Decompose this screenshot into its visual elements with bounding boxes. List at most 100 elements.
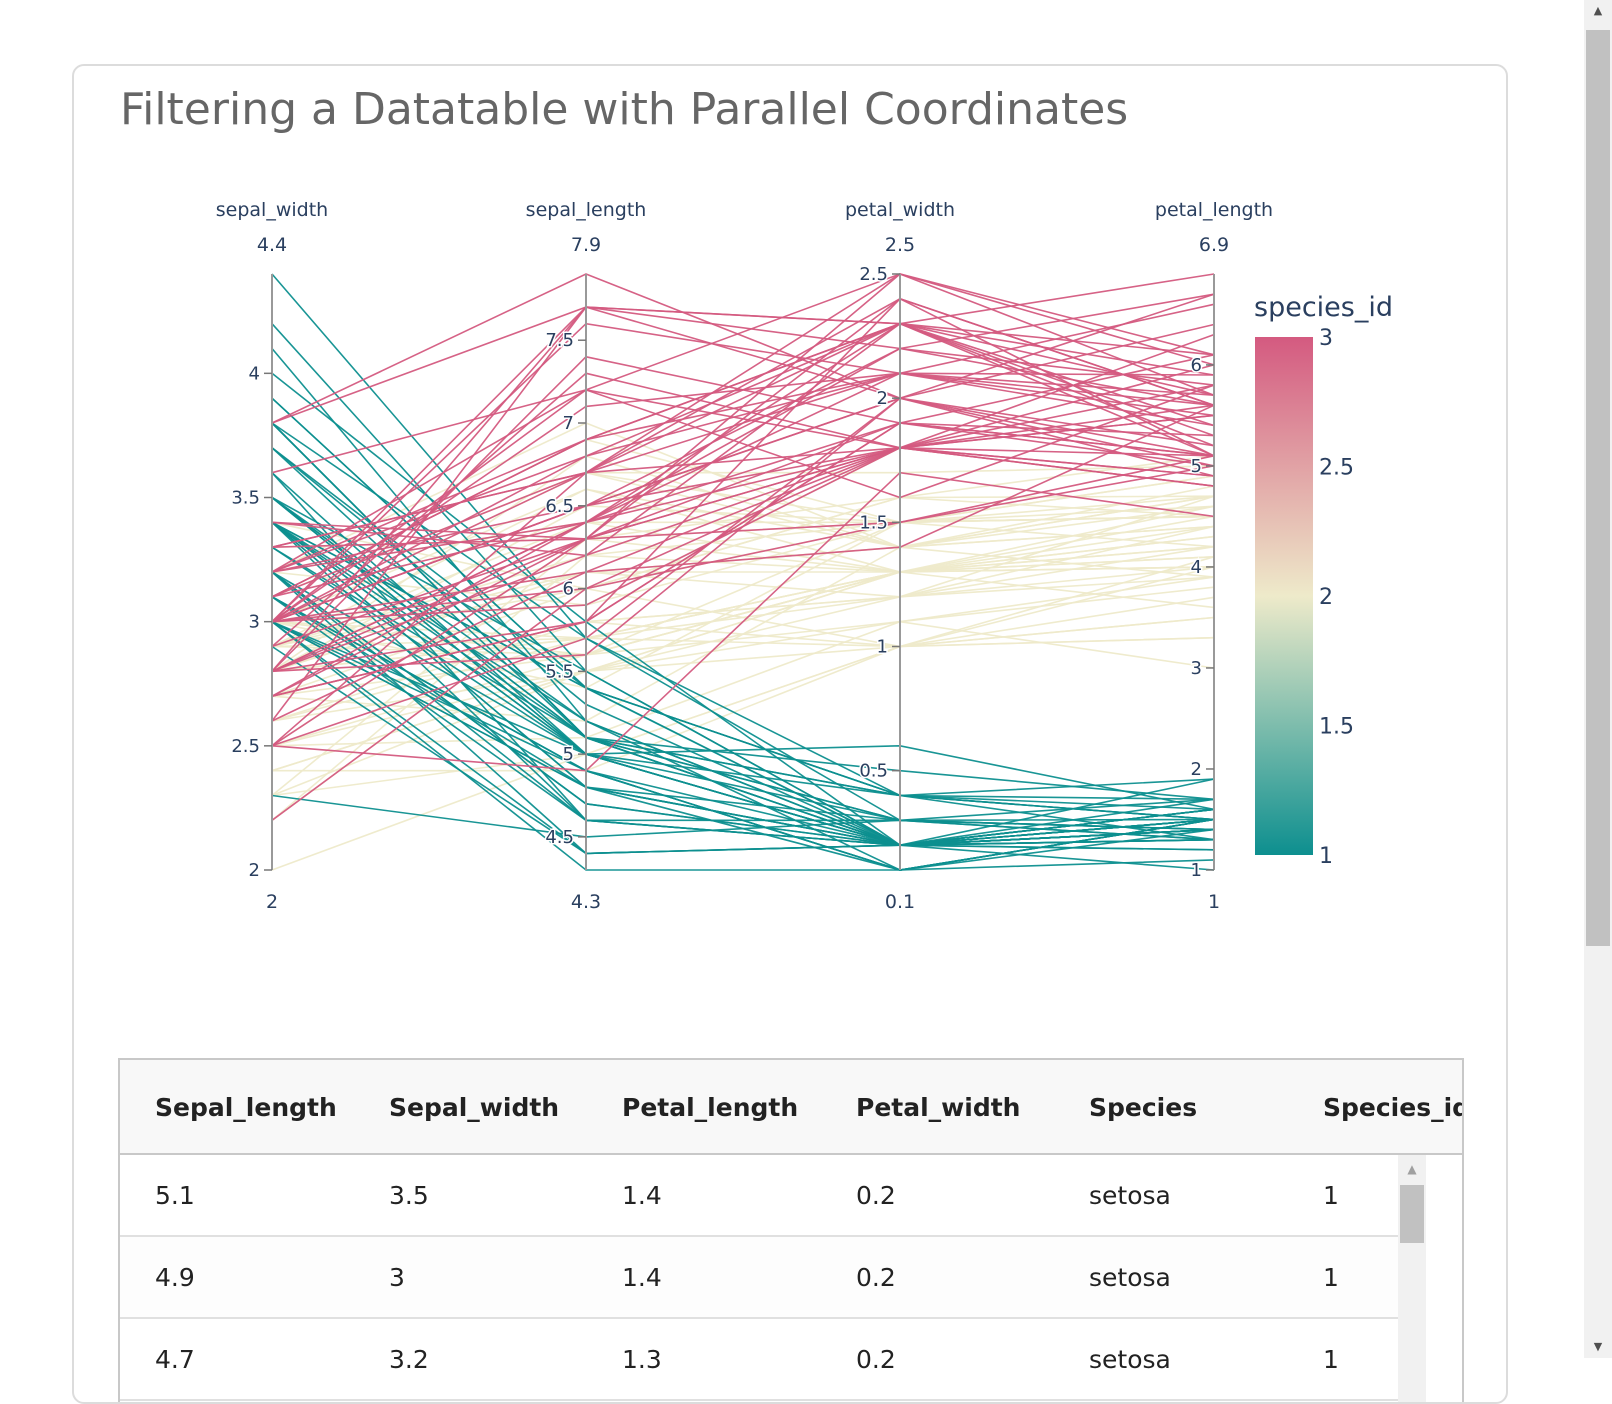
data-line: [271, 620, 1215, 747]
data-line: [271, 616, 1215, 722]
data-line: [271, 636, 1215, 797]
data-line: [271, 293, 1215, 672]
data-line: [271, 472, 1215, 871]
axis-tick-label: 1.5: [859, 512, 888, 533]
table-row[interactable]: 5.1 3.5 1.4 0.2 setosa 1: [120, 1155, 1400, 1237]
data-line: [271, 535, 1215, 648]
data-line: [271, 273, 1215, 474]
table-cell: 1.4: [622, 1263, 662, 1292]
data-line: [271, 414, 1215, 598]
data-line: [271, 404, 1215, 722]
axis-tick-label: 2.5: [231, 736, 260, 757]
data-line: [271, 525, 1215, 797]
data-line: [271, 273, 1215, 424]
axis-tick-label: 7: [563, 413, 574, 434]
data-line: [271, 571, 1215, 855]
axis-tick-label: 3: [1191, 658, 1202, 679]
table-body: 5.1 3.5 1.4 0.2 setosa 1 4.9 3 1.4 0.2 s…: [120, 1155, 1400, 1401]
axis-tick-label: 6: [563, 579, 574, 600]
data-line: [271, 322, 1215, 598]
table-cell: 1: [1323, 1181, 1339, 1210]
data-line: [271, 546, 1215, 847]
colorbar-tick-label: 1: [1319, 844, 1333, 869]
axis-min-label: 0.1: [885, 891, 915, 913]
axis-title[interactable]: sepal_width: [216, 199, 328, 221]
table-cell: 1: [1323, 1263, 1339, 1292]
axis-title[interactable]: petal_width: [845, 199, 955, 221]
data-line: [271, 545, 1215, 640]
table-cell: setosa: [1089, 1263, 1171, 1292]
column-header-species-id[interactable]: Species_id: [1323, 1093, 1464, 1122]
page-scrollbar-thumb[interactable]: [1586, 30, 1610, 946]
data-line: [271, 347, 1215, 673]
table-scrollbar-thumb[interactable]: [1400, 1185, 1424, 1243]
data-line: [271, 621, 1215, 871]
data-line: [271, 322, 1215, 623]
table-row[interactable]: 4.9 3 1.4 0.2 setosa 1: [120, 1237, 1400, 1319]
page-scrollbar[interactable]: ▲ ▼: [1584, 0, 1612, 1358]
table-cell: 4.9: [155, 1263, 195, 1292]
axis-title[interactable]: petal_length: [1155, 199, 1273, 221]
axis-sepal-length[interactable]: sepal_length 7.9 4.3 4.5 5 5.5 6 6.5 7 7.5: [526, 199, 647, 913]
axis-max-label: 6.9: [1199, 234, 1229, 256]
column-header-petal-width[interactable]: Petal_width: [856, 1093, 1021, 1122]
axis-tick-label: 5.5: [545, 661, 574, 682]
axis-max-label: 2.5: [885, 234, 915, 256]
table-cell: 3.2: [389, 1345, 429, 1374]
axis-tick-label: 4: [1191, 557, 1202, 578]
parallel-coordinates-chart[interactable]: sepal_width4.4222.533.54sepal_length7.94…: [74, 66, 1508, 1046]
app-card: Filtering a Datatable with Parallel Coor…: [72, 64, 1508, 1404]
data-line: [271, 422, 1215, 847]
axis-tick-label: 4: [249, 363, 260, 384]
data-line: [271, 794, 1215, 841]
axis-tick-label: 6: [1191, 355, 1202, 376]
table-row[interactable]: 4.7 3.2 1.3 0.2 setosa 1: [120, 1319, 1400, 1401]
axis-petal-length[interactable]: petal_length 6.9 11 2 3 4 5 6: [1155, 199, 1273, 913]
column-header-sepal-width[interactable]: Sepal_width: [389, 1093, 560, 1122]
axis-tick-label: 0.5: [859, 761, 888, 782]
table-scrollbar[interactable]: ▲: [1398, 1155, 1426, 1402]
axis-petal-width[interactable]: petal_width 2.5 0.1 0.5 1 1.5 2 2.5: [845, 199, 955, 913]
axis-tick-label: 3: [249, 612, 260, 633]
data-line: [271, 293, 1215, 424]
colorbar-title: species_id: [1254, 292, 1393, 323]
axis-tick-label: 5: [1191, 456, 1202, 477]
page-title: Filtering a Datatable with Parallel Coor…: [120, 84, 1129, 135]
axis-title[interactable]: sepal_length: [526, 199, 647, 221]
column-header-sepal-length[interactable]: Sepal_length: [155, 1093, 337, 1122]
axis-min-label: 4.3: [571, 891, 601, 913]
axis-sepal-width[interactable]: sepal_width 4.4 22 2.5 3 3.5 4: [216, 199, 328, 913]
data-line: [271, 576, 1215, 747]
data-line: [271, 596, 1215, 772]
table-cell: 1: [1323, 1345, 1339, 1374]
column-header-petal-length[interactable]: Petal_length: [622, 1093, 799, 1122]
table-cell: 0.2: [856, 1181, 896, 1210]
colorbar-gradient: [1255, 337, 1313, 855]
data-line: [271, 496, 1215, 811]
data-line: [271, 446, 1215, 623]
table-cell: 0.2: [856, 1263, 896, 1292]
colorbar-tick-label: 2: [1319, 585, 1333, 610]
scroll-down-arrow-icon[interactable]: ▼: [1593, 1340, 1603, 1353]
table-cell: 1.4: [622, 1181, 662, 1210]
scroll-up-arrow-icon[interactable]: ▲: [1593, 4, 1603, 17]
axis-tick-label: 5: [563, 744, 574, 765]
axis-tick-label: 7.5: [545, 330, 574, 351]
data-line: [271, 273, 1215, 548]
table-scroll-up-icon[interactable]: ▲: [1407, 1162, 1417, 1176]
data-line: [271, 496, 1215, 590]
column-header-species[interactable]: Species: [1089, 1093, 1198, 1122]
axis-min-label: 1: [1208, 891, 1220, 913]
data-table: Sepal_length Sepal_width Petal_length Pe…: [118, 1058, 1464, 1402]
axis-tick-label: 6.5: [545, 496, 574, 517]
data-line: [271, 397, 1215, 623]
data-line: [271, 422, 1215, 697]
axis-tick-label: 2: [877, 388, 888, 409]
axis-max-label: 4.4: [257, 234, 287, 256]
table-header: Sepal_length Sepal_width Petal_length Pe…: [120, 1060, 1464, 1155]
colorbar-tick-label: 1.5: [1319, 715, 1354, 740]
axis-tick-label: 4.5: [545, 827, 574, 848]
axis-tick-label: 1: [877, 637, 888, 658]
data-line: [271, 322, 1215, 573]
table-cell: 1.3: [622, 1345, 662, 1374]
